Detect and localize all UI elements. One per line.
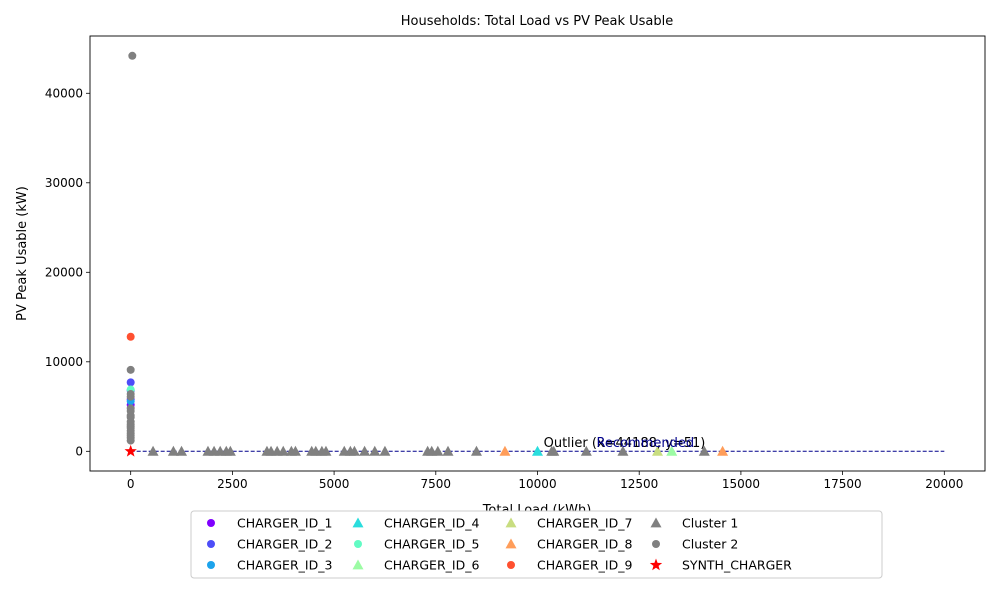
x-tick-label: 17500 bbox=[824, 477, 862, 491]
legend-label: CHARGER_ID_1 bbox=[237, 516, 332, 531]
plot-area bbox=[124, 51, 945, 457]
data-point bbox=[147, 445, 159, 456]
annotation-label: Outlier (x=44188, y=51) bbox=[544, 436, 706, 451]
legend-marker bbox=[650, 517, 662, 528]
x-tick-label: 20000 bbox=[925, 477, 963, 491]
data-point bbox=[126, 378, 135, 387]
data-point bbox=[432, 445, 444, 456]
legend-marker bbox=[207, 561, 215, 569]
y-axis: 0 10000 20000 30000 40000 bbox=[45, 86, 90, 458]
legend-label: Cluster 2 bbox=[682, 537, 738, 552]
data-point bbox=[126, 392, 135, 401]
data-point bbox=[224, 445, 236, 456]
legend-marker bbox=[505, 538, 517, 549]
data-point bbox=[359, 445, 371, 456]
data-point bbox=[126, 365, 135, 374]
annotations: Outlier (x=44188, y=51)Recommended bbox=[544, 436, 706, 451]
legend-label: CHARGER_ID_3 bbox=[237, 558, 332, 573]
legend-label: CHARGER_ID_9 bbox=[537, 558, 632, 573]
data-point bbox=[277, 445, 289, 456]
legend: CHARGER_ID_1 CHARGER_ID_2 CHARGER_ID_3 CHAR… bbox=[190, 510, 883, 579]
x-tick-label: 12500 bbox=[620, 477, 658, 491]
data-point bbox=[580, 445, 592, 456]
legend-label: CHARGER_ID_7 bbox=[537, 516, 632, 531]
data-point bbox=[348, 445, 360, 456]
legend-marker bbox=[207, 519, 215, 527]
data-point bbox=[652, 445, 664, 456]
y-tick-label: 10000 bbox=[45, 355, 83, 369]
data-point bbox=[128, 51, 137, 60]
data-point bbox=[176, 445, 188, 456]
legend-label: SYNTH_CHARGER bbox=[682, 558, 792, 573]
legend-marker bbox=[354, 540, 362, 548]
data-point bbox=[499, 445, 511, 456]
data-point bbox=[666, 445, 678, 456]
legend-marker bbox=[507, 561, 515, 569]
x-tick-label: 2500 bbox=[217, 477, 248, 491]
x-tick-label: 0 bbox=[127, 477, 135, 491]
legend-frame bbox=[190, 510, 883, 579]
x-tick-label: 15000 bbox=[722, 477, 760, 491]
data-point bbox=[126, 332, 135, 341]
y-axis-label: PV Peak Usable (kW) bbox=[15, 186, 30, 321]
legend-label: Cluster 1 bbox=[682, 516, 738, 531]
data-point bbox=[124, 444, 137, 457]
data-point bbox=[289, 445, 301, 456]
legend-marker bbox=[352, 559, 364, 570]
x-tick-label: 10000 bbox=[518, 477, 556, 491]
legend-marker bbox=[352, 517, 364, 528]
chart-title: Households: Total Load vs PV Peak Usable bbox=[401, 14, 673, 29]
data-point bbox=[320, 445, 332, 456]
legend-marker bbox=[207, 540, 215, 548]
data-point bbox=[167, 445, 179, 456]
data-point bbox=[379, 445, 391, 456]
legend-label: CHARGER_ID_4 bbox=[384, 516, 479, 531]
legend-marker bbox=[649, 558, 663, 571]
data-point bbox=[617, 445, 629, 456]
x-tick-label: 7500 bbox=[421, 477, 452, 491]
legend-marker bbox=[505, 517, 517, 528]
legend-label: CHARGER_ID_6 bbox=[384, 558, 479, 573]
annotation-label: Recommended bbox=[596, 436, 694, 451]
x-tick-label: 5000 bbox=[319, 477, 350, 491]
data-point bbox=[442, 445, 454, 456]
y-tick-label: 40000 bbox=[45, 86, 83, 100]
x-axis: 0 2500 5000 7500 10000 12500 15000 17500 20000 bbox=[127, 471, 963, 491]
y-tick-label: 0 bbox=[75, 444, 83, 458]
data-point bbox=[369, 445, 381, 456]
data-point bbox=[548, 445, 560, 456]
legend-label: CHARGER_ID_5 bbox=[384, 537, 479, 552]
legend-marker bbox=[652, 540, 660, 548]
y-tick-label: 30000 bbox=[45, 176, 83, 190]
legend-label: CHARGER_ID_2 bbox=[237, 537, 332, 552]
y-tick-label: 20000 bbox=[45, 265, 83, 279]
data-point bbox=[698, 445, 710, 456]
plot-frame bbox=[89, 35, 986, 472]
data-point bbox=[532, 445, 543, 456]
legend-label: CHARGER_ID_8 bbox=[537, 537, 632, 552]
data-point bbox=[470, 445, 482, 456]
data-point bbox=[126, 436, 135, 445]
data-point bbox=[717, 445, 729, 456]
